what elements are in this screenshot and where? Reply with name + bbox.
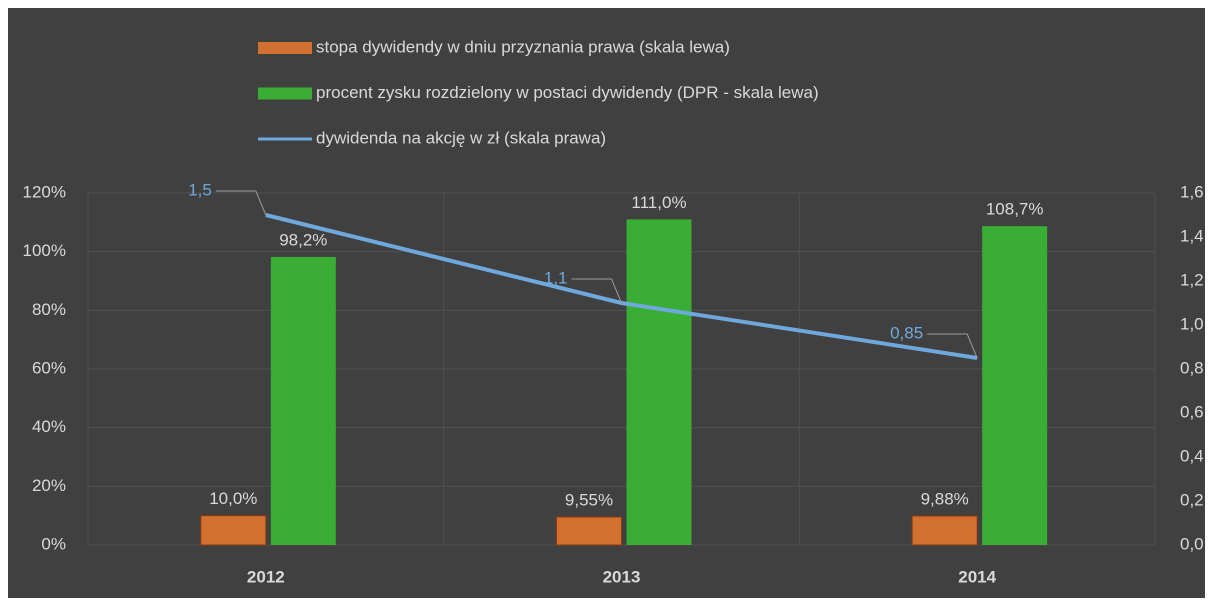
- legend-label: stopa dywidendy w dniu przyznania prawa …: [316, 37, 730, 56]
- line-label: 1,1: [544, 268, 568, 287]
- y2-tick-label: 0,6: [1180, 402, 1204, 421]
- y2-tick-label: 0,2: [1180, 490, 1204, 509]
- leader-line: [571, 278, 622, 304]
- data-label: 98,2%: [279, 230, 327, 249]
- line-label: 0,85: [890, 323, 923, 342]
- bar: [556, 516, 622, 546]
- y2-tick-label: 1,4: [1180, 226, 1204, 245]
- bar: [270, 256, 336, 545]
- bar: [200, 515, 267, 546]
- y2-tick-label: 0,0: [1180, 534, 1204, 553]
- data-label: 10,0%: [209, 489, 257, 508]
- y-tick-label: 100%: [23, 241, 66, 260]
- x-tick-label: 2013: [603, 567, 641, 586]
- y-tick-label: 0%: [41, 534, 66, 553]
- legend-swatch: [258, 42, 312, 54]
- legend-label: dywidenda na akcję w zł (skala prawa): [316, 128, 606, 147]
- y-tick-label: 80%: [32, 300, 66, 319]
- y-tick-label: 20%: [32, 476, 66, 495]
- y2-tick-label: 1,0: [1180, 314, 1204, 333]
- bar: [911, 515, 978, 546]
- x-tick-label: 2014: [958, 567, 996, 586]
- y2-tick-label: 0,8: [1180, 358, 1204, 377]
- y-tick-label: 40%: [32, 417, 66, 436]
- y2-tick-label: 1,6: [1180, 182, 1204, 201]
- data-label: 9,55%: [565, 490, 613, 509]
- leader-line: [927, 333, 978, 359]
- leader-line: [215, 190, 267, 216]
- y-tick-label: 60%: [32, 358, 66, 377]
- data-label: 111,0%: [631, 193, 686, 212]
- y-tick-label: 120%: [23, 182, 66, 201]
- bar: [626, 219, 692, 545]
- bar: [982, 226, 1048, 545]
- data-label: 108,7%: [986, 200, 1044, 219]
- line-label: 1,5: [188, 180, 212, 199]
- data-label: 9,88%: [921, 490, 969, 509]
- y2-tick-label: 1,2: [1180, 270, 1204, 289]
- x-tick-label: 2012: [247, 567, 285, 586]
- legend-label: procent zysku rozdzielony w postaci dywi…: [316, 83, 819, 102]
- legend-swatch: [258, 87, 312, 100]
- y2-tick-label: 0,4: [1180, 446, 1204, 465]
